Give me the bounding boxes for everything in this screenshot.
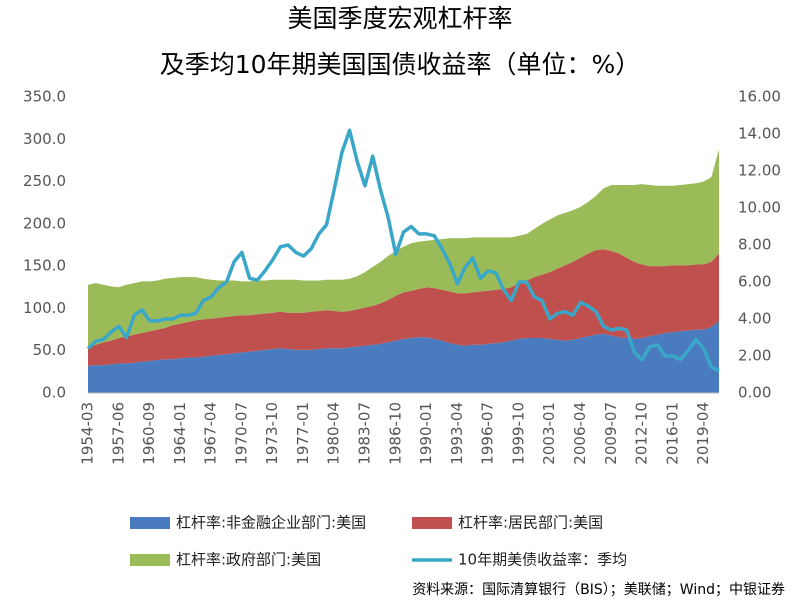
- x-tick-label: 2016-01: [663, 402, 681, 465]
- x-tick-label: 1980-04: [325, 402, 343, 465]
- legend-label: 10年期美债收益率：季均: [458, 551, 627, 569]
- y2-tick-label: 2.00: [738, 347, 771, 365]
- area: [88, 321, 719, 393]
- y-tick-label: 300.0: [23, 130, 66, 148]
- x-tick-label: 1970-07: [232, 402, 250, 465]
- x-tick-label: 1993-04: [448, 402, 466, 465]
- y-tick-label: 0.0: [42, 384, 66, 402]
- y2-tick-label: 8.00: [738, 236, 771, 254]
- x-tick-label: 1996-07: [479, 402, 497, 465]
- x-tick-label: 1973-10: [263, 402, 281, 465]
- x-tick-label: 2019-04: [694, 402, 712, 465]
- legend-swatch: [412, 517, 452, 529]
- x-tick-label: 1957-06: [109, 402, 127, 465]
- line: [86, 128, 720, 373]
- y-tick-label: 200.0: [23, 214, 66, 232]
- chart-subtitle: 及季均10年期美国国债收益率（单位：%）: [160, 50, 641, 79]
- x-tick-label: 2006-04: [571, 402, 589, 465]
- y2-tick-label: 4.00: [738, 310, 771, 328]
- area: [88, 149, 719, 347]
- source-note: 资料来源：国际清算银行（BIS）；美联储；Wind；中银证券: [412, 582, 785, 598]
- y-tick-label: 350.0: [23, 88, 66, 106]
- area: [88, 249, 719, 366]
- x-tick-label: 1967-04: [202, 402, 220, 465]
- x-tick-label: 2003-01: [540, 402, 558, 465]
- y-tick-label: 100.0: [23, 299, 66, 317]
- x-tick-label: 1977-01: [294, 402, 312, 465]
- legend-label: 杠杆率:政府部门:美国: [176, 551, 321, 569]
- legend-swatch: [130, 517, 170, 529]
- x-tick-label: 2012-10: [633, 402, 651, 465]
- legend-label: 杠杆率:居民部门:美国: [458, 514, 603, 532]
- y-tick-label: 250.0: [23, 172, 66, 190]
- x-tick-label: 1960-09: [140, 402, 158, 465]
- legend-label: 杠杆率:非金融企业部门:美国: [176, 514, 366, 532]
- y-tick-label: 50.0: [33, 341, 66, 359]
- x-tick-label: 1983-07: [356, 402, 374, 465]
- chart-title: 美国季度宏观杠杆率: [287, 4, 512, 33]
- x-tick-label: 1964-01: [171, 402, 189, 465]
- y2-tick-label: 6.00: [738, 273, 771, 291]
- y2-tick-label: 12.00: [738, 162, 781, 180]
- legend-swatch: [130, 554, 170, 566]
- y2-tick-label: 16.00: [738, 88, 781, 106]
- x-tick-label: 2009-07: [602, 402, 620, 465]
- y2-tick-label: 14.00: [738, 125, 781, 143]
- y2-tick-label: 0.00: [738, 384, 771, 402]
- x-tick-label: 1986-10: [386, 402, 404, 465]
- y2-tick-label: 10.00: [738, 199, 781, 217]
- x-tick-label: 1990-01: [417, 402, 435, 465]
- y-tick-label: 150.0: [23, 257, 66, 275]
- x-tick-label: 1954-03: [79, 402, 97, 465]
- x-tick-label: 1999-10: [509, 402, 527, 465]
